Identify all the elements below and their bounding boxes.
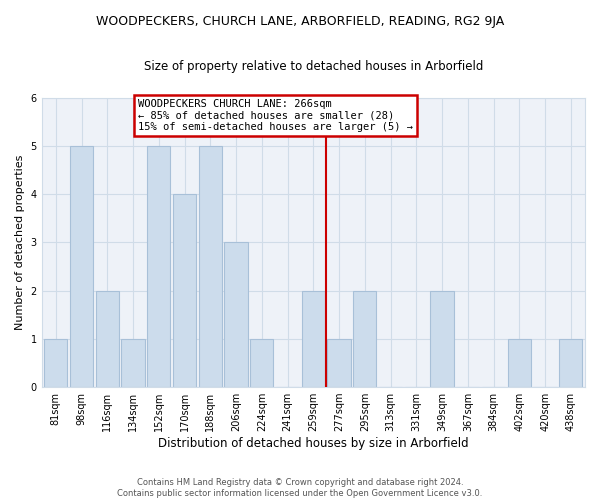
Y-axis label: Number of detached properties: Number of detached properties [15, 154, 25, 330]
Bar [44, 339, 67, 387]
Bar [147, 146, 170, 387]
Bar [70, 146, 93, 387]
Bar [353, 290, 376, 387]
Bar [430, 290, 454, 387]
Bar [559, 339, 583, 387]
Text: WOODPECKERS, CHURCH LANE, ARBORFIELD, READING, RG2 9JA: WOODPECKERS, CHURCH LANE, ARBORFIELD, RE… [96, 15, 504, 28]
Bar [173, 194, 196, 387]
Bar [302, 290, 325, 387]
X-axis label: Distribution of detached houses by size in Arborfield: Distribution of detached houses by size … [158, 437, 469, 450]
Bar [328, 339, 350, 387]
Bar [250, 339, 274, 387]
Bar [508, 339, 531, 387]
Text: WOODPECKERS CHURCH LANE: 266sqm
← 85% of detached houses are smaller (28)
15% of: WOODPECKERS CHURCH LANE: 266sqm ← 85% of… [138, 98, 413, 132]
Bar [224, 242, 248, 387]
Bar [199, 146, 222, 387]
Text: Contains HM Land Registry data © Crown copyright and database right 2024.
Contai: Contains HM Land Registry data © Crown c… [118, 478, 482, 498]
Bar [121, 339, 145, 387]
Title: Size of property relative to detached houses in Arborfield: Size of property relative to detached ho… [143, 60, 483, 73]
Bar [96, 290, 119, 387]
